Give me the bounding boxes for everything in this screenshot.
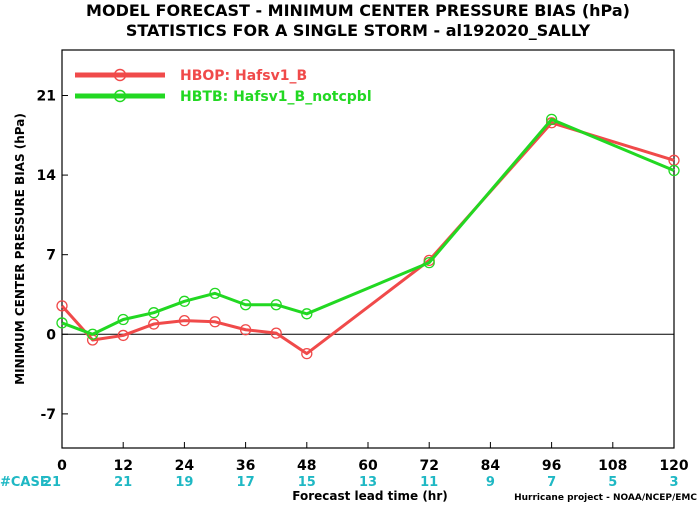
chart-title: MODEL FORECAST - MINIMUM CENTER PRESSURE… xyxy=(86,1,630,20)
x-tick-label: 0 xyxy=(57,458,67,474)
credit-text: Hurricane project - NOAA/NCEP/EMC xyxy=(514,493,697,503)
data-point xyxy=(301,347,313,360)
x-tick-label: 108 xyxy=(598,458,627,474)
y-tick-label: 0 xyxy=(46,327,56,343)
legend: HBOP: Hafsv1_B HBTB: Hafsv1_B_notcpbl xyxy=(75,68,372,105)
data-point xyxy=(178,295,191,307)
data-point xyxy=(209,287,221,299)
data-point xyxy=(239,299,252,311)
series-1 xyxy=(56,117,680,360)
case-count: 3 xyxy=(669,475,678,490)
series-line xyxy=(61,117,675,336)
y-tick-label: 14 xyxy=(37,168,57,184)
legend-entry: HBTB: Hafsv1_B_notcpbl xyxy=(180,89,372,105)
case-count: 17 xyxy=(237,475,255,490)
x-tick-label: 36 xyxy=(236,458,255,474)
data-point xyxy=(545,113,558,126)
x-tick-label: 24 xyxy=(175,458,195,474)
data-point xyxy=(423,256,435,269)
data-point xyxy=(117,313,129,326)
case-counts: 21 21 19 17 15 13 11 9 7 5 3 xyxy=(43,475,679,490)
case-label: #CASE xyxy=(0,475,49,490)
legend-entry: HBOP: Hafsv1_B xyxy=(180,68,307,84)
case-count: 9 xyxy=(486,475,495,490)
case-count: 21 xyxy=(43,475,61,490)
legend-swatch-marker xyxy=(113,89,127,103)
x-axis-ticks: 0 12 24 36 48 60 72 84 96 108 120 xyxy=(57,442,689,474)
data-point xyxy=(668,164,680,177)
plot-frame xyxy=(61,49,675,449)
data-point xyxy=(270,327,282,339)
chart-subtitle: STATISTICS FOR A SINGLE STORM - al192020… xyxy=(126,21,591,40)
y-axis-ticks: -7 0 7 14 21 xyxy=(37,88,68,423)
data-point xyxy=(239,324,252,336)
x-tick-label: 48 xyxy=(297,458,316,474)
case-count: 19 xyxy=(175,475,193,490)
data-point xyxy=(178,314,191,327)
data-point xyxy=(270,299,282,311)
data-point xyxy=(86,328,99,340)
series-layer xyxy=(56,113,680,360)
y-tick-label: 21 xyxy=(37,88,56,104)
case-count: 7 xyxy=(547,475,556,490)
case-count: 11 xyxy=(420,475,438,490)
x-tick-label: 120 xyxy=(659,458,688,474)
data-point xyxy=(301,308,313,320)
x-tick-label: 60 xyxy=(358,458,378,474)
case-count: 5 xyxy=(608,475,617,490)
x-tick-label: 96 xyxy=(542,458,561,474)
y-tick-label: 7 xyxy=(46,248,56,264)
data-point xyxy=(56,300,68,312)
case-count: 21 xyxy=(114,475,132,490)
case-count: 15 xyxy=(298,475,316,490)
x-tick-label: 12 xyxy=(113,458,132,474)
x-tick-label: 84 xyxy=(481,458,501,474)
legend-swatch-marker xyxy=(113,68,127,82)
case-count: 13 xyxy=(359,475,377,490)
data-point xyxy=(56,317,68,329)
series-2 xyxy=(56,113,680,340)
data-point xyxy=(117,329,129,342)
y-axis-label: MINIMUM CENTER PRESSURE BIAS (hPa) xyxy=(13,113,27,385)
data-point xyxy=(148,318,160,330)
data-point xyxy=(148,307,160,319)
y-tick-label: -7 xyxy=(40,407,56,423)
data-point xyxy=(209,316,221,328)
x-tick-label: 72 xyxy=(419,458,438,474)
x-axis-label: Forecast lead time (hr) xyxy=(292,489,448,503)
